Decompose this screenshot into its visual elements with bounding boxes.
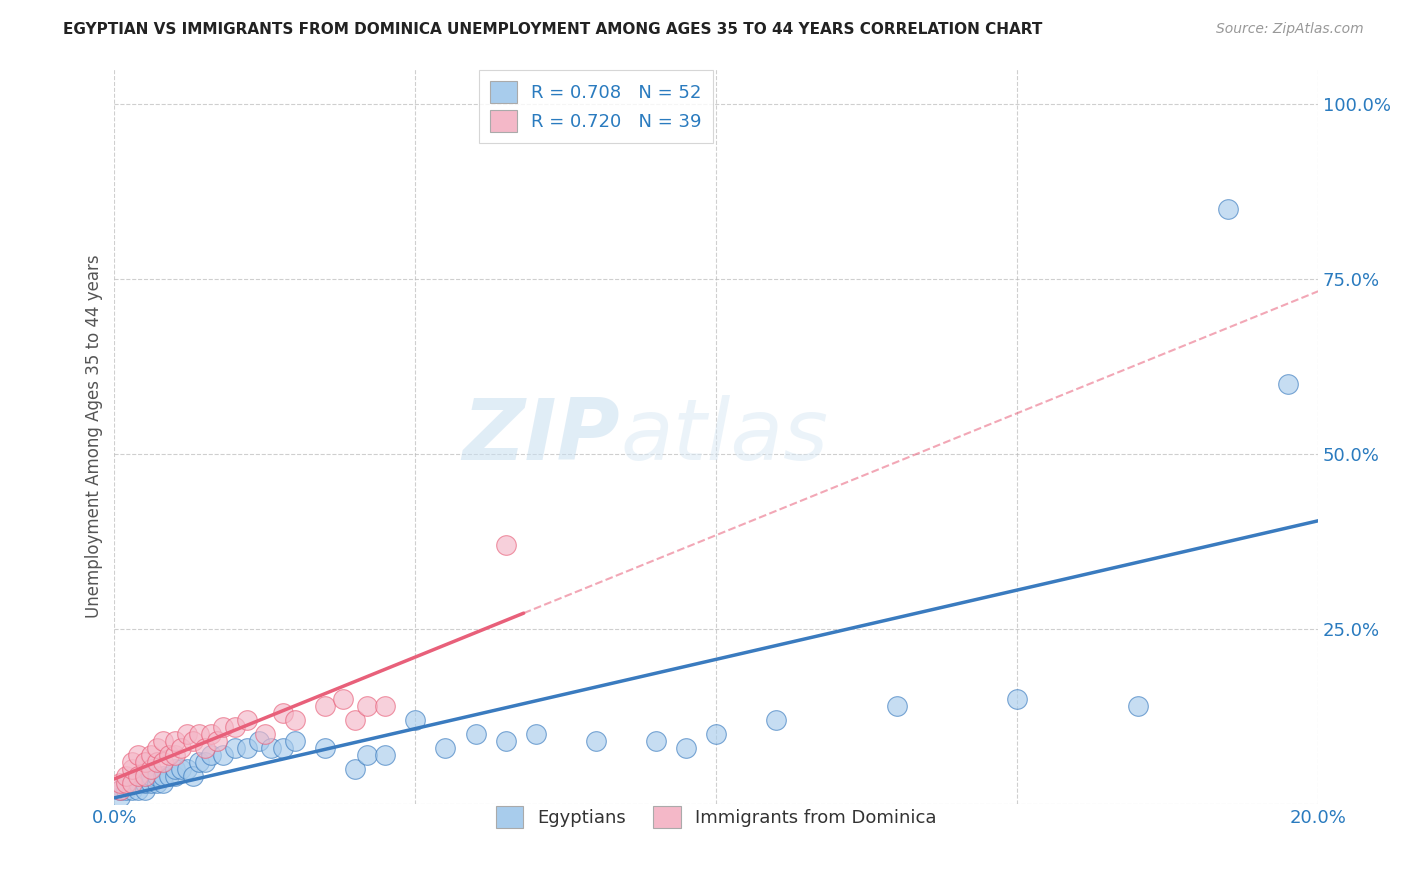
- Point: [176, 726, 198, 740]
- Point: [704, 726, 727, 740]
- Point: [110, 789, 132, 804]
- Point: [211, 720, 233, 734]
- Point: [139, 747, 162, 762]
- Point: [157, 769, 180, 783]
- Point: [314, 740, 336, 755]
- Point: [194, 755, 217, 769]
- Point: [404, 713, 426, 727]
- Point: [200, 747, 222, 762]
- Point: [152, 755, 174, 769]
- Point: [194, 740, 217, 755]
- Point: [224, 720, 246, 734]
- Point: [110, 782, 132, 797]
- Point: [134, 769, 156, 783]
- Point: [152, 769, 174, 783]
- Point: [236, 713, 259, 727]
- Point: [284, 733, 307, 747]
- Point: [374, 698, 396, 713]
- Point: [134, 755, 156, 769]
- Point: [127, 747, 149, 762]
- Point: [314, 698, 336, 713]
- Point: [200, 726, 222, 740]
- Point: [121, 775, 143, 789]
- Point: [139, 762, 162, 776]
- Point: [284, 713, 307, 727]
- Point: [134, 782, 156, 797]
- Point: [260, 740, 283, 755]
- Point: [139, 775, 162, 789]
- Point: [1216, 202, 1239, 216]
- Point: [765, 713, 787, 727]
- Point: [495, 733, 517, 747]
- Point: [585, 733, 607, 747]
- Point: [332, 691, 354, 706]
- Point: [464, 726, 486, 740]
- Point: [163, 733, 186, 747]
- Point: [127, 775, 149, 789]
- Point: [247, 733, 270, 747]
- Point: [139, 769, 162, 783]
- Point: [145, 740, 167, 755]
- Y-axis label: Unemployment Among Ages 35 to 44 years: Unemployment Among Ages 35 to 44 years: [86, 254, 103, 618]
- Point: [211, 747, 233, 762]
- Point: [253, 726, 276, 740]
- Point: [356, 747, 378, 762]
- Point: [374, 747, 396, 762]
- Point: [356, 698, 378, 713]
- Text: Source: ZipAtlas.com: Source: ZipAtlas.com: [1216, 22, 1364, 37]
- Point: [152, 733, 174, 747]
- Point: [127, 769, 149, 783]
- Point: [145, 775, 167, 789]
- Point: [271, 740, 294, 755]
- Point: [152, 775, 174, 789]
- Point: [145, 769, 167, 783]
- Text: EGYPTIAN VS IMMIGRANTS FROM DOMINICA UNEMPLOYMENT AMONG AGES 35 TO 44 YEARS CORR: EGYPTIAN VS IMMIGRANTS FROM DOMINICA UNE…: [63, 22, 1043, 37]
- Point: [115, 769, 138, 783]
- Text: atlas: atlas: [620, 394, 828, 477]
- Point: [1126, 698, 1149, 713]
- Point: [121, 782, 143, 797]
- Point: [134, 769, 156, 783]
- Point: [181, 733, 204, 747]
- Point: [236, 740, 259, 755]
- Point: [115, 782, 138, 797]
- Point: [157, 747, 180, 762]
- Point: [1005, 691, 1028, 706]
- Point: [181, 769, 204, 783]
- Text: ZIP: ZIP: [463, 394, 620, 477]
- Point: [187, 755, 209, 769]
- Point: [115, 775, 138, 789]
- Point: [675, 740, 697, 755]
- Point: [115, 775, 138, 789]
- Point: [163, 769, 186, 783]
- Point: [1277, 376, 1299, 391]
- Point: [163, 747, 186, 762]
- Point: [205, 733, 228, 747]
- Legend: Egyptians, Immigrants from Dominica: Egyptians, Immigrants from Dominica: [489, 798, 943, 835]
- Point: [524, 726, 547, 740]
- Point: [344, 762, 367, 776]
- Point: [495, 538, 517, 552]
- Point: [121, 762, 143, 776]
- Point: [187, 726, 209, 740]
- Point: [127, 782, 149, 797]
- Point: [121, 775, 143, 789]
- Point: [145, 755, 167, 769]
- Point: [224, 740, 246, 755]
- Point: [169, 762, 191, 776]
- Point: [886, 698, 908, 713]
- Point: [645, 733, 668, 747]
- Point: [163, 762, 186, 776]
- Point: [121, 755, 143, 769]
- Point: [434, 740, 457, 755]
- Point: [134, 775, 156, 789]
- Point: [344, 713, 367, 727]
- Point: [110, 775, 132, 789]
- Point: [176, 762, 198, 776]
- Point: [271, 706, 294, 720]
- Point: [169, 740, 191, 755]
- Point: [110, 782, 132, 797]
